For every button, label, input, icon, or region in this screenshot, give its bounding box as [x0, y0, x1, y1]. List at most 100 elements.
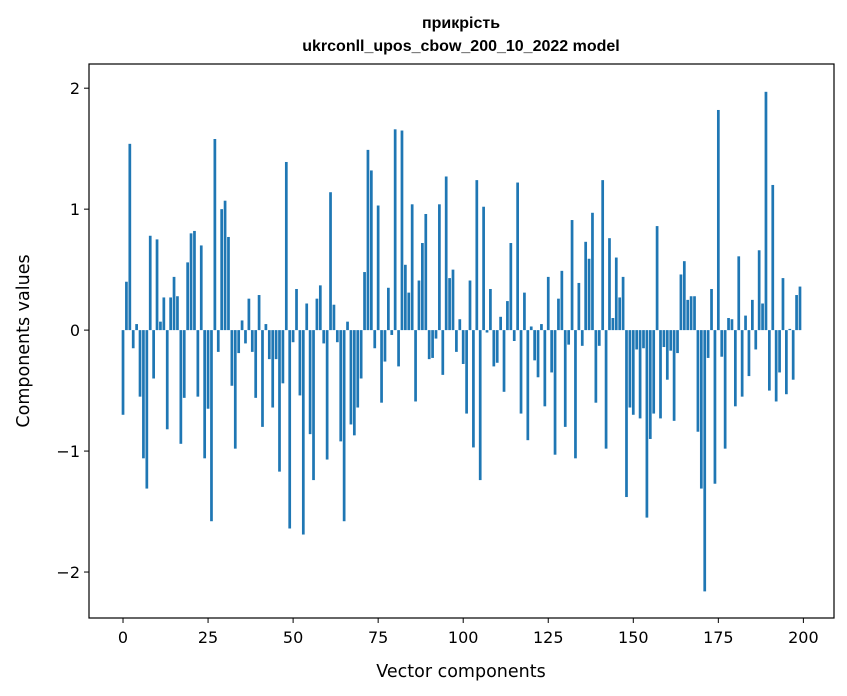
- x-axis-label: Vector components: [376, 662, 545, 682]
- bar: [267, 330, 271, 360]
- bar: [659, 330, 662, 419]
- bar: [230, 330, 234, 386]
- bar: [359, 330, 363, 379]
- bar: [529, 326, 533, 331]
- bar: [148, 235, 152, 331]
- bars: [121, 91, 802, 592]
- y-axis-label: Components values: [14, 254, 34, 427]
- bar: [730, 319, 734, 331]
- bar: [387, 287, 390, 331]
- bar: [278, 330, 281, 472]
- bar: [506, 301, 509, 331]
- bar: [342, 330, 346, 522]
- bar: [325, 330, 329, 460]
- bar: [220, 209, 224, 331]
- bar: [699, 330, 703, 489]
- chart-title: прикрість: [422, 15, 500, 32]
- y-axis-ticks: −2 −1 0 1 2: [56, 79, 89, 582]
- bar: [526, 330, 530, 441]
- bar: [611, 318, 615, 331]
- x-tick-label: 125: [533, 628, 564, 647]
- bar: [155, 239, 159, 331]
- bar: [638, 330, 642, 419]
- bar: [502, 330, 506, 392]
- bar: [397, 330, 400, 367]
- bar: [720, 330, 724, 357]
- bar: [744, 315, 747, 331]
- bar: [768, 330, 771, 391]
- bar: [516, 182, 519, 331]
- bar: [128, 143, 132, 331]
- bar: [533, 330, 536, 361]
- x-axis-ticks: 0 25 50 75 100 125 150 175 200: [118, 618, 819, 647]
- bar: [778, 330, 781, 373]
- bar: [121, 330, 125, 415]
- bar: [142, 330, 145, 459]
- x-tick-label: 25: [198, 628, 218, 647]
- bar: [455, 330, 458, 352]
- bar: [305, 303, 309, 331]
- bar: [621, 276, 625, 331]
- bar: [536, 330, 540, 378]
- bar: [295, 288, 298, 331]
- bar: [686, 299, 690, 331]
- bar: [380, 330, 383, 403]
- bar: [312, 330, 315, 481]
- bar: [679, 274, 683, 331]
- bar: [604, 330, 608, 449]
- bar: [349, 330, 353, 425]
- plot-frame: [88, 63, 835, 619]
- bar: [261, 330, 264, 427]
- bar: [781, 278, 785, 331]
- y-tick-label: −2: [56, 563, 80, 582]
- bar: [465, 330, 468, 414]
- bar: [795, 295, 798, 331]
- bar: [223, 200, 227, 331]
- bar: [390, 330, 394, 335]
- bar: [318, 285, 322, 331]
- bar: [271, 330, 275, 408]
- y-tick-label: 1: [70, 200, 80, 219]
- bar: [444, 176, 448, 331]
- bar: [499, 316, 502, 331]
- bar: [788, 328, 792, 331]
- bar: [199, 245, 203, 331]
- bar: [662, 330, 666, 348]
- bar: [383, 330, 387, 362]
- bar: [346, 321, 349, 331]
- bar: [458, 319, 462, 331]
- bar: [482, 206, 485, 331]
- bar: [652, 330, 656, 414]
- bar: [247, 298, 251, 331]
- bar: [264, 324, 268, 331]
- bar: [451, 269, 455, 331]
- bar: [257, 295, 261, 331]
- bar: [169, 297, 172, 331]
- bar: [329, 192, 332, 331]
- bar: [519, 330, 523, 414]
- bar: [376, 205, 380, 331]
- x-tick-label: 0: [118, 628, 128, 647]
- bar: [244, 330, 247, 344]
- bar: [186, 262, 190, 331]
- bar: [284, 161, 288, 331]
- bar: [689, 296, 693, 331]
- x-tick-label: 150: [618, 628, 649, 647]
- bar: [179, 330, 183, 444]
- bar: [281, 330, 285, 384]
- bar: [410, 204, 414, 331]
- bar: [785, 330, 788, 395]
- bar: [404, 264, 407, 331]
- bar: [587, 258, 591, 331]
- bar: [574, 330, 577, 459]
- bar: [159, 321, 162, 331]
- bar: [706, 330, 710, 358]
- bar: [138, 330, 142, 397]
- bar: [696, 330, 700, 432]
- bar: [672, 330, 676, 421]
- bar: [254, 330, 258, 398]
- bar: [421, 243, 424, 331]
- bar: [693, 296, 696, 331]
- bar: [172, 276, 176, 331]
